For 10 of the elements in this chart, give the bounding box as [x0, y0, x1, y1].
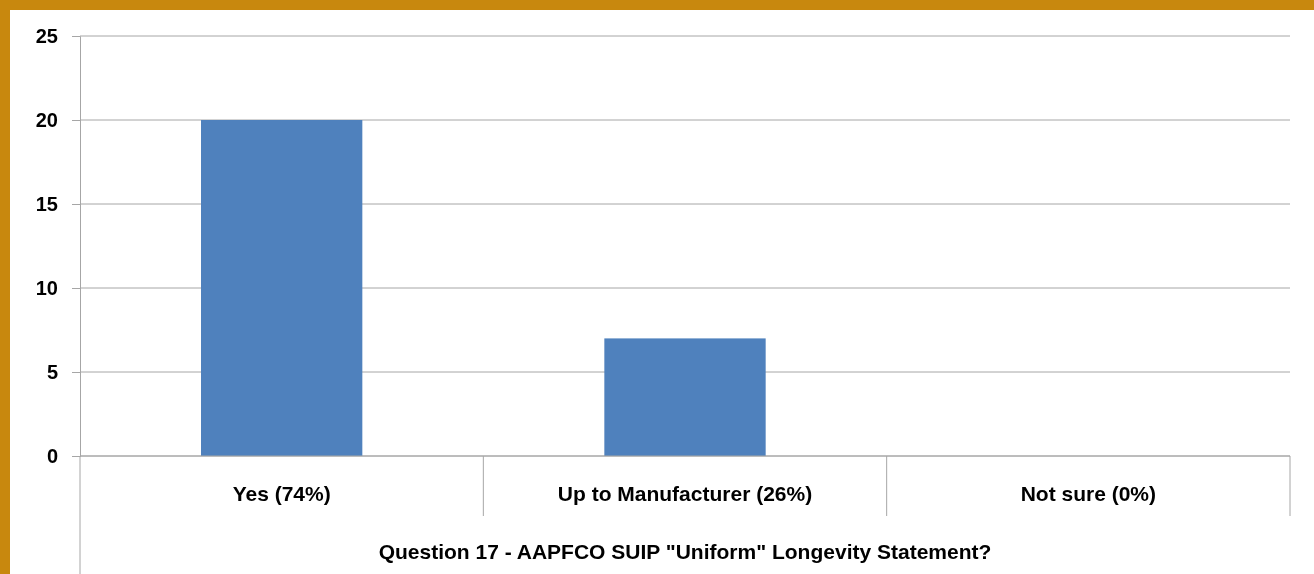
x-tick-label: Up to Manufacturer (26%): [557, 482, 813, 505]
x-tick-label: Yes (74%): [232, 482, 331, 505]
y-tick-label: 20: [35, 108, 58, 131]
x-tick-label: Not sure (0%): [1020, 482, 1157, 505]
x-axis-title: Question 17 - AAPFCO SUIP "Uniform" Longevity Statement?: [378, 540, 992, 563]
y-tick-label: 5: [46, 360, 58, 383]
y-tick-label: 0: [46, 444, 58, 467]
y-tick-label: 10: [35, 276, 58, 299]
y-tick-label: 25: [35, 24, 58, 47]
y-tick-label: 15: [35, 192, 58, 215]
